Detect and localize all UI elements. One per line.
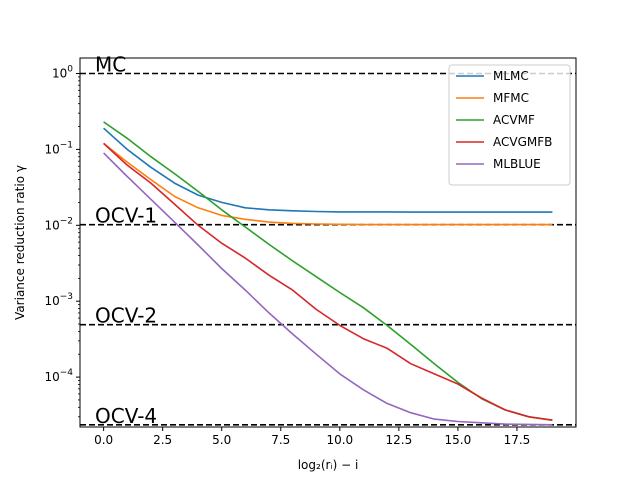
x-tick-label: 0.0 (94, 433, 113, 447)
x-tick-label: 17.5 (504, 433, 531, 447)
series-line-mfmc (103, 142, 553, 226)
legend-label-acvgmfb: ACVGMFB (493, 135, 552, 149)
x-axis-label: log₂(rᵢ) − i (298, 458, 359, 472)
legend-label-mfmc: MFMC (493, 91, 529, 105)
y-tick-label: 100 (52, 64, 73, 80)
x-tick-label: 5.0 (212, 433, 231, 447)
y-tick-label: 10−2 (44, 216, 73, 232)
y-tick-label: 10−3 (44, 292, 73, 308)
reference-label-mc: MC (95, 52, 126, 76)
x-tick-label: 10.0 (326, 433, 353, 447)
reference-label-ocv-2: OCV-2 (95, 304, 157, 328)
y-axis-label: Variance reduction ratio γ (13, 165, 27, 320)
series-line-acvgmfb (103, 142, 553, 421)
y-tick-label: 10−4 (44, 368, 73, 384)
series-line-mlblue (103, 152, 553, 426)
x-tick-label: 12.5 (385, 433, 412, 447)
y-tick-label: 10−1 (44, 140, 73, 156)
legend-label-mlmc: MLMC (493, 69, 529, 83)
reference-label-ocv-1: OCV-1 (95, 204, 157, 228)
legend: MLMC MFMC ACVMF ACVGMFB MLBLUE (448, 64, 571, 186)
legend-box (448, 64, 571, 186)
x-tick-label: 7.5 (271, 433, 290, 447)
x-tick-label: 15.0 (445, 433, 472, 447)
legend-label-mlblue: MLBLUE (493, 157, 541, 171)
series-line-mlmc (103, 127, 553, 213)
reference-label-ocv-4: OCV-4 (95, 404, 157, 428)
legend-label-acvmf: ACVMF (493, 113, 535, 127)
x-tick-label: 2.5 (153, 433, 172, 447)
